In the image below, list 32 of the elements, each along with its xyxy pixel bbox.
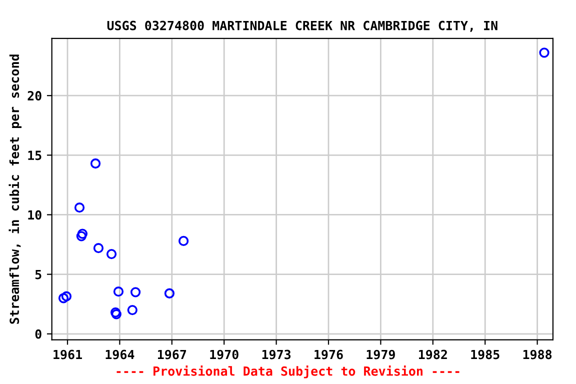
x-tick-label: 1976 <box>314 350 343 360</box>
point <box>164 288 175 298</box>
x-tick-label: 1979 <box>366 350 395 360</box>
y-axis-title: Streamflow, in cubic feet per second <box>8 54 22 324</box>
point <box>58 293 69 304</box>
y-tick-label: 5 <box>35 270 42 280</box>
x-tick-label: 1967 <box>158 350 186 360</box>
point <box>93 243 104 254</box>
point <box>113 286 124 297</box>
y-tick-label: 20 <box>28 91 42 101</box>
y-tick-label: 0 <box>35 329 42 339</box>
x-tick-label: 1982 <box>419 350 447 360</box>
point <box>61 291 72 302</box>
text: ---- Provisional Data Subject to Revision ---- <box>116 365 460 378</box>
x-tick-label: 1988 <box>523 350 552 360</box>
x-tick-label: 1961 <box>54 350 82 360</box>
point <box>77 228 88 239</box>
point <box>74 202 85 213</box>
point <box>127 304 138 316</box>
point <box>178 236 189 246</box>
y-tick-label: 10 <box>28 210 42 220</box>
point <box>76 231 86 242</box>
point <box>106 248 117 260</box>
chart-title: USGS 03274800 MARTINDALE CREEK NR CAMBRIDGE CITY, IN <box>107 20 498 32</box>
x-tick-label: 1970 <box>210 350 238 360</box>
point <box>539 48 550 58</box>
point <box>90 158 101 169</box>
x-tick-label: 1964 <box>106 350 134 360</box>
x-tick-label: 1973 <box>262 350 291 360</box>
point <box>130 287 141 298</box>
y-tick-label: 15 <box>28 150 42 160</box>
x-tick-label: 1985 <box>471 350 500 360</box>
